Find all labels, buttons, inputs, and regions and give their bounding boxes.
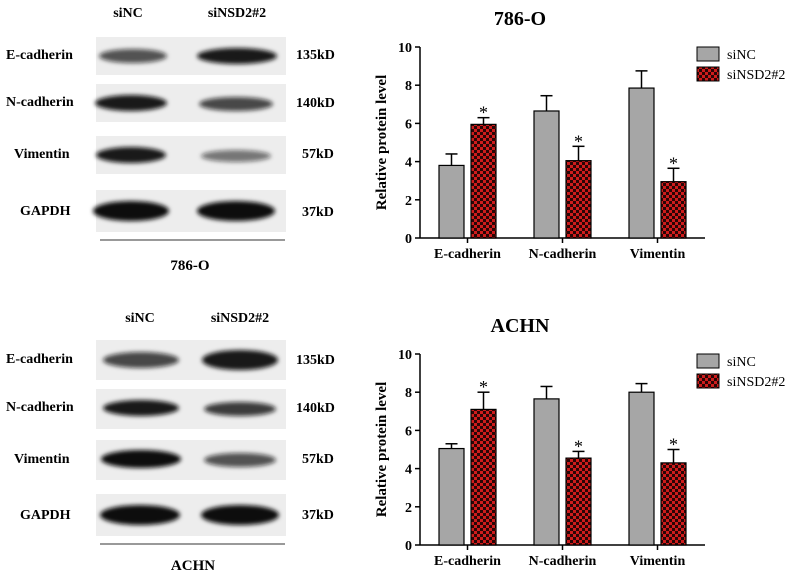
x-tick-label: E-cadherin (434, 554, 501, 569)
blot-band (103, 400, 179, 416)
blot-band (202, 350, 278, 370)
bar-chart-achn: ACHN Relative protein level 0 2 4 6 8 10 E-cadhe… (374, 315, 785, 569)
blot-band (197, 48, 277, 64)
blot-group-label: ACHN (171, 558, 215, 574)
significance-marker: * (669, 153, 678, 173)
bar-sinsd22 (565, 160, 592, 239)
y-tick-label: 0 (405, 232, 412, 247)
blot-band (101, 450, 181, 468)
y-axis-label: Relative protein level (374, 382, 390, 518)
legend-label: siNC (727, 355, 756, 370)
blot-protein-label: E-cadherin (6, 352, 73, 367)
blot-protein-label: Vimentin (14, 147, 70, 162)
y-tick-label: 2 (405, 194, 412, 209)
y-tick-label: 10 (398, 41, 412, 56)
legend-label: siNC (727, 48, 756, 63)
blot-protein-label: GAPDH (20, 204, 71, 219)
legend-label: siNSD2#2 (727, 375, 785, 390)
x-tick-label: N-cadherin (529, 247, 597, 262)
bar-sinc (628, 391, 655, 546)
y-tick-label: 6 (405, 117, 412, 132)
bar-sinsd22 (660, 181, 687, 239)
blot-size-label: 135kD (296, 353, 335, 368)
blot-panel-786-o: siNC siNSD2#2 E-cadherin 135kD N-cadheri… (6, 6, 335, 274)
significance-marker: * (669, 435, 678, 455)
blot-lane-label-sinc: siNC (125, 311, 155, 326)
blot-band (103, 352, 179, 368)
chart-title: ACHN (491, 315, 550, 337)
blot-lane-label-sinc: siNC (113, 6, 143, 21)
y-tick-label: 8 (405, 79, 412, 94)
blot-band (201, 505, 279, 525)
chart-title: 786-O (494, 8, 546, 30)
x-tick-label: E-cadherin (434, 247, 501, 262)
blot-size-label: 140kD (296, 401, 335, 416)
y-tick-label: 4 (405, 463, 412, 478)
legend-swatch (696, 373, 720, 389)
blot-protein-label: N-cadherin (6, 95, 74, 110)
legend-swatch (696, 353, 720, 369)
significance-marker: * (479, 103, 488, 123)
y-tick-label: 6 (405, 424, 412, 439)
significance-marker: * (574, 436, 583, 456)
blot-protein-label: N-cadherin (6, 400, 74, 415)
significance-marker: * (574, 131, 583, 151)
bar-sinc (533, 110, 560, 239)
blot-band (99, 49, 167, 63)
bar-sinc (628, 87, 655, 239)
blot-band (95, 95, 167, 111)
bar-sinsd22 (470, 123, 497, 239)
blot-size-label: 140kD (296, 96, 335, 111)
bar-sinsd22 (565, 457, 592, 546)
bar-sinc (533, 398, 560, 546)
blot-size-label: 37kD (302, 205, 334, 220)
blot-band (197, 201, 275, 221)
legend-swatch (696, 46, 720, 62)
legend-label: siNSD2#2 (727, 68, 785, 83)
blot-protein-label: GAPDH (20, 508, 71, 523)
blot-band (201, 150, 271, 162)
blot-band (199, 97, 273, 111)
y-tick-label: 4 (405, 156, 412, 171)
blot-panel-achn: siNC siNSD2#2 E-cadherin 135kD N-cadheri… (6, 311, 335, 574)
x-tick-label: Vimentin (630, 554, 686, 569)
y-axis-label: Relative protein level (374, 75, 390, 211)
blot-size-label: 57kD (302, 147, 334, 162)
blot-size-label: 135kD (296, 48, 335, 63)
y-tick-label: 8 (405, 386, 412, 401)
blot-lane-label-sinsd2: siNSD2#2 (211, 311, 269, 326)
blot-band (204, 402, 276, 416)
legend-swatch (696, 66, 720, 82)
blot-lane-label-sinsd2: siNSD2#2 (208, 6, 266, 21)
x-tick-label: N-cadherin (529, 554, 597, 569)
blot-band (93, 201, 169, 221)
bar-sinsd22 (660, 462, 687, 546)
bar-chart-786-o: 786-O Relative protein level 0 2 4 6 8 10 E-cadh… (374, 8, 785, 262)
bar-sinc (438, 447, 465, 546)
blot-size-label: 57kD (302, 452, 334, 467)
y-tick-label: 2 (405, 501, 412, 516)
y-tick-label: 0 (405, 539, 412, 554)
blot-group-label: 786-O (170, 258, 209, 274)
blot-size-label: 37kD (302, 508, 334, 523)
blot-protein-label: E-cadherin (6, 48, 73, 63)
bar-sinsd22 (470, 408, 497, 546)
blot-protein-label: Vimentin (14, 452, 70, 467)
y-tick-label: 10 (398, 348, 412, 363)
significance-marker: * (479, 377, 488, 397)
blot-band (204, 453, 276, 467)
blot-band (96, 147, 166, 163)
bar-sinc (438, 164, 465, 239)
blot-band (100, 505, 180, 525)
x-tick-label: Vimentin (630, 247, 686, 262)
